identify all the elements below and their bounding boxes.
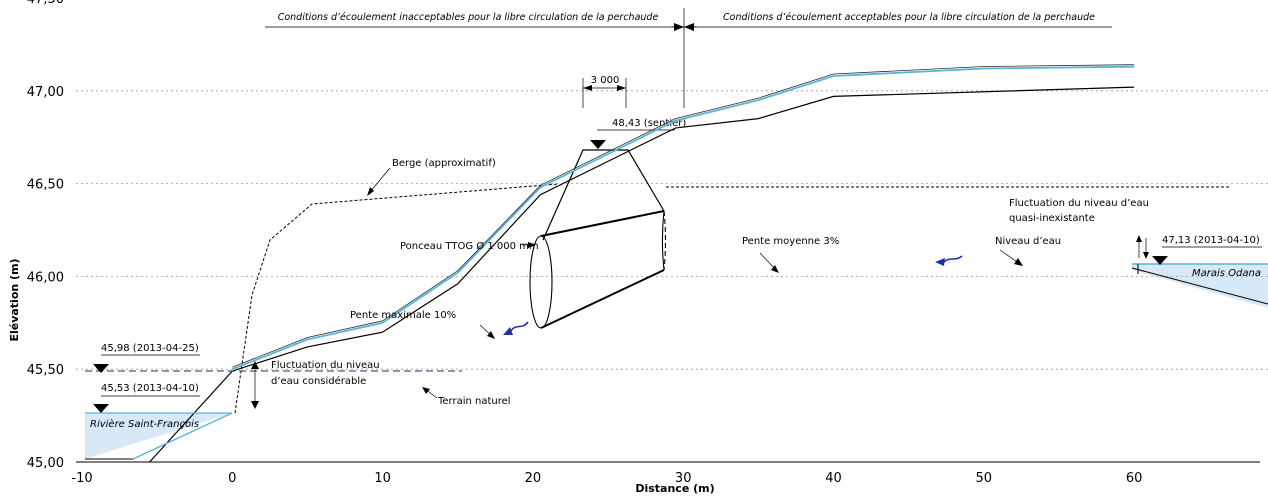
river-bank-water <box>132 412 233 460</box>
x-tick-label: 30 <box>675 471 692 486</box>
fluct-left-line2: d’eau considérable <box>271 375 366 387</box>
fluct-right-arrow-up <box>1136 235 1142 242</box>
grid-lines <box>76 90 1268 370</box>
pente-moy-label: Pente moyenne 3% <box>742 236 839 247</box>
flow-arrow-icon-2 <box>510 321 529 332</box>
y-tick-label: 47,00 <box>27 85 64 100</box>
level-low-label: 45,53 (2013-04-10) <box>101 383 199 394</box>
x-tick-label: 60 <box>1126 471 1143 486</box>
header-left-text: Conditions d’écoulement inacceptables po… <box>278 12 659 23</box>
terrain-series-line <box>149 86 1135 463</box>
fluct-right-arrow-down <box>1143 252 1149 259</box>
x-tick-label: 40 <box>825 471 842 486</box>
pente-max-label: Pente maximale 10% <box>350 310 456 321</box>
berge-label: Berge (approximatif) <box>392 158 496 169</box>
y-axis-label: Elévation (m) <box>8 258 21 341</box>
marsh-bottom <box>1131 267 1268 305</box>
x-tick-label: 10 <box>374 471 391 486</box>
river-label: Rivière Saint-François <box>90 418 199 430</box>
x-tick-labels: -10 0 10 20 30 40 50 60 <box>71 471 1142 486</box>
series-group <box>85 64 1135 463</box>
fluct-right-line2: quasi-inexistante <box>1009 213 1095 224</box>
x-tick-label: -10 <box>71 471 92 486</box>
terrain-label: Terrain naturel <box>437 396 511 407</box>
y-tick-label: 46,50 <box>27 178 64 193</box>
sentier-marker <box>590 140 606 149</box>
fluct-left-line1: Fluctuation du niveau <box>271 360 380 371</box>
level-right-marker <box>1152 256 1168 265</box>
niveau-label: Niveau d’eau <box>995 236 1061 247</box>
bank-line <box>234 183 1230 414</box>
header-right-text: Conditions d’écoulement acceptables pour… <box>723 12 1095 23</box>
x-tick-label: 0 <box>228 471 236 486</box>
flow-arrow-icon <box>943 255 963 263</box>
x-axis-label: Distance (m) <box>635 482 714 495</box>
culvert <box>529 210 667 329</box>
water-series-line <box>231 65 1135 371</box>
y-tick-label: 45,50 <box>27 363 64 378</box>
water-series-edge <box>232 64 1135 368</box>
level-right-label: 47,13 (2013-04-10) <box>1162 235 1260 246</box>
header-dimension <box>265 8 1112 108</box>
river-water-fill <box>85 413 232 459</box>
berge-leader <box>369 167 391 193</box>
width-label: 3 000 <box>591 75 620 86</box>
y-tick-label: 46,00 <box>27 270 64 285</box>
level-high-label: 45,98 (2013-04-25) <box>101 343 199 354</box>
y-tick-label: 47,50 <box>27 0 64 7</box>
level-low-marker <box>93 404 109 413</box>
marsh-label: Marais Odana <box>1192 268 1261 279</box>
x-tick-label: 20 <box>525 471 542 486</box>
level-high-marker <box>93 364 109 373</box>
culvert-embankment <box>542 149 665 241</box>
width-dimension <box>582 78 627 108</box>
ponceau-label: Ponceau TTOG Ø 1 000 mm <box>400 240 539 252</box>
fluct-right-line1: Fluctuation du niveau d’eau <box>1009 198 1149 209</box>
sentier-label: 48,43 (sentier) <box>612 118 686 129</box>
x-tick-label: 50 <box>976 471 993 486</box>
y-tick-label: 45,00 <box>27 456 64 471</box>
